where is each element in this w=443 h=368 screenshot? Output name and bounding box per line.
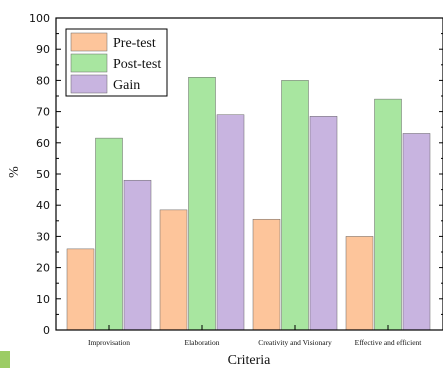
bar-pre-test — [159, 209, 188, 331]
bar-gain — [216, 114, 245, 331]
legend-swatch — [70, 74, 108, 94]
x-tick-label: Improvisation — [88, 338, 130, 347]
y-tick-label: 10 — [36, 293, 50, 306]
legend-label: Gain — [113, 78, 140, 93]
bar-post-test — [281, 80, 309, 331]
bar-post-test — [95, 137, 123, 331]
x-tick-label: Creativity and Visionary — [258, 338, 332, 347]
legend: Pre-test Post-test Gain — [65, 28, 168, 97]
bar-gain — [309, 116, 338, 331]
bars-layer — [66, 77, 431, 331]
y-tick-label: 90 — [36, 43, 50, 56]
y-tick-label: 70 — [36, 106, 50, 119]
y-axis-title: % — [7, 166, 22, 178]
y-tick-label: 50 — [36, 168, 50, 181]
y-axis: 0 10 20 30 40 50 60 70 80 90 100 — [29, 12, 443, 337]
legend-label: Pre-test — [113, 36, 156, 51]
y-tick-label: 60 — [36, 137, 50, 150]
legend-swatch — [70, 53, 108, 73]
legend-swatch — [70, 32, 108, 52]
y-tick-label: 0 — [43, 324, 50, 337]
x-axis-title: Criteria — [228, 353, 272, 368]
x-tick-label: Elaboration — [185, 338, 220, 347]
bar-post-test — [188, 77, 216, 331]
y-tick-label: 100 — [29, 12, 50, 25]
bar-pre-test — [66, 248, 95, 331]
corner-badge — [0, 351, 10, 368]
x-tick-label: Effective and efficient — [355, 338, 423, 347]
bar-gain — [402, 133, 431, 331]
y-tick-label: 20 — [36, 262, 50, 275]
bar-pre-test — [345, 236, 374, 331]
x-axis: Improvisation Elaboration Creativity and V… — [88, 325, 422, 347]
bar-gain — [123, 179, 152, 331]
bar-pre-test — [252, 218, 281, 331]
y-tick-label: 40 — [36, 199, 50, 212]
bar-post-test — [374, 98, 402, 331]
y-tick-label: 30 — [36, 230, 50, 243]
y-tick-label: 80 — [36, 74, 50, 87]
legend-label: Post-test — [113, 57, 161, 72]
